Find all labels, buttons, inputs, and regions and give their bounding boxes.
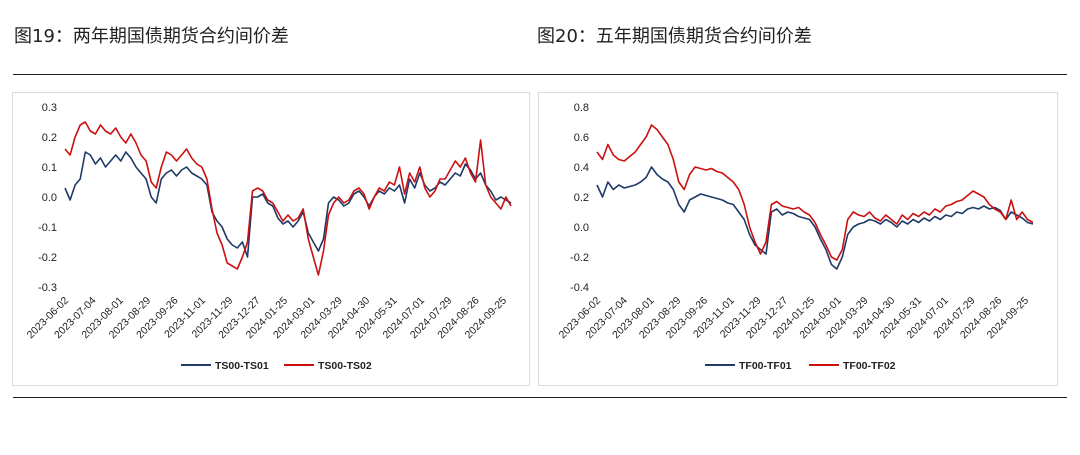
chart-panel-left: 0.3 0.2 0.1 0.0 -0.1 -0.2 -0.3 2023-06-02 2023-0… (12, 92, 530, 386)
figure-19-title: 图19：两年期国债期货合约间价差 (14, 26, 289, 47)
legend-label: TS00-TS01 (215, 360, 269, 372)
legend-label: TF00-TF02 (843, 360, 896, 372)
y-tick-label: 0.0 (574, 222, 589, 234)
legend-item: TS00-TS02 (284, 360, 372, 372)
y-tick-label: -0.2 (570, 252, 589, 264)
y-tick-label: 0.2 (574, 192, 589, 204)
y-tick-label: 0.1 (42, 162, 57, 174)
legend-label: TF00-TF01 (739, 360, 792, 372)
y-tick-label: 0.8 (574, 102, 589, 114)
legend-item: TS00-TS01 (181, 360, 269, 372)
legend-item: TF00-TF02 (809, 360, 896, 372)
y-tick-label: -0.4 (570, 282, 589, 294)
top-divider (13, 74, 1067, 75)
y-tick-label: 0.2 (42, 132, 57, 144)
y-tick-label: -0.1 (38, 222, 57, 234)
chart-tf-spread: 0.80.60.40.20.0-0.2-0.42023-06-022023-07… (557, 102, 1034, 372)
y-tick-label: 0.6 (574, 132, 589, 144)
figure-20-title: 图20：五年期国债期货合约间价差 (537, 26, 812, 47)
series-line-ts00-ts01 (64, 151, 512, 258)
series-line-ts00-ts02 (64, 121, 512, 276)
chart-panel-right: 0.8 0.6 0.4 0.2 0.0 -0.2 -0.4 2023-06-02 2023-07… (538, 92, 1058, 386)
series-line-tf00-tf02 (596, 124, 1034, 261)
y-tick-label: -0.2 (38, 252, 57, 264)
y-tick-label: 0.0 (42, 192, 57, 204)
legend-label: TS00-TS02 (318, 360, 372, 372)
bottom-divider (13, 397, 1067, 398)
chart-ts-spread: 0.30.20.10.0-0.1-0.2-0.32023-06-022023-0… (25, 102, 512, 372)
legend-item: TF00-TF01 (705, 360, 792, 372)
y-tick-label: 0.4 (574, 162, 589, 174)
series-line-tf00-tf01 (596, 166, 1034, 270)
y-tick-label: -0.3 (38, 282, 57, 294)
y-tick-label: 0.3 (42, 102, 57, 114)
